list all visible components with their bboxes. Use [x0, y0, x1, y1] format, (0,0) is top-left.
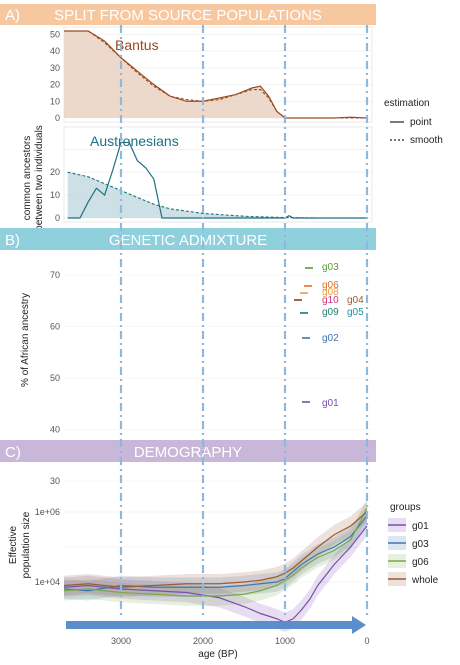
admixture-label-g05: g05 — [347, 307, 364, 318]
time-arrow — [66, 616, 366, 634]
austronesians-y-tick: 20 — [50, 167, 60, 177]
legend-label-g01: g01 — [412, 521, 429, 532]
x-axis-ticks: 3000 2000 1000 0 — [111, 636, 370, 646]
panel-c-ylabel-line2: population size — [21, 511, 32, 578]
austronesians-area-fill — [67, 172, 367, 218]
x-axis-label: age (BP) — [198, 649, 237, 660]
panel-a-label: A) — [5, 7, 20, 24]
legend-smooth-label: smooth — [410, 135, 443, 146]
panel-b-banner — [0, 228, 376, 250]
bantus-label: Bantus — [115, 37, 159, 53]
admixture-label-g08: g08 — [322, 287, 339, 298]
bantus-series — [64, 30, 368, 119]
panel-c-label: C) — [5, 444, 21, 461]
line-g01 — [63, 525, 368, 623]
panel-a-banner — [0, 4, 376, 25]
demography-y-tick: 1e+04 — [35, 577, 60, 587]
bantus-smooth-line — [64, 30, 367, 119]
admixture-y-tick: 40 — [50, 425, 60, 435]
admixture-label-g02: g02 — [322, 333, 339, 344]
demography-y-ticks: 1e+06 1e+04 — [35, 507, 60, 587]
admixture-label-g03: g03 — [322, 262, 339, 273]
demography-series — [63, 508, 368, 623]
legend-label-whole: whole — [411, 575, 439, 586]
bantus-y-tick: 10 — [50, 96, 60, 106]
time-arrow-shape — [66, 616, 366, 634]
admixture-y-tick: 50 — [50, 373, 60, 383]
panel-c-ylabel-line1: Effective — [8, 525, 19, 564]
legend-label-g03: g03 — [412, 539, 429, 550]
groups-legend: groups g01 g03 g06 whole — [388, 502, 439, 586]
bantus-y-tick: 20 — [50, 80, 60, 90]
x-tick: 2000 — [193, 636, 213, 646]
austronesians-y-ticks: 20 10 0 — [50, 167, 60, 223]
austronesians-label: Austronesians — [90, 133, 179, 149]
admixture-grid — [64, 274, 372, 482]
demography-confidence-bands — [64, 498, 367, 633]
admixture-y-tick: 70 — [50, 270, 60, 280]
estimation-legend-title: estimation — [384, 98, 430, 109]
admixture-label-g04: g04 — [347, 295, 364, 306]
x-tick: 1000 — [275, 636, 295, 646]
bantus-y-tick: 40 — [50, 46, 60, 56]
admixture-label-g06: g06 — [322, 280, 339, 291]
line-whole — [63, 511, 368, 588]
panel-a-ylabel-line1: common ancestors — [22, 136, 33, 220]
austronesians-y-tick: 0 — [55, 213, 60, 223]
panel-a-title: SPLIT FROM SOURCE POPULATIONS — [54, 7, 322, 24]
admixture-y-tick: 60 — [50, 322, 60, 332]
legend-point-label: point — [410, 117, 432, 128]
bantus-y-tick: 30 — [50, 63, 60, 73]
demography-y-tick: 1e+06 — [35, 507, 60, 517]
line-g06 — [63, 508, 368, 597]
panel-a-ylabel-line2: between two individuals — [34, 125, 45, 231]
estimation-legend: estimation point smooth — [384, 98, 443, 146]
legend-label-g06: g06 — [412, 557, 429, 568]
panel-b-label: B) — [5, 232, 20, 249]
austronesians-point-line — [67, 141, 367, 219]
bantus-area-fill — [64, 31, 367, 118]
bantus-y-tick: 50 — [50, 29, 60, 39]
bantus-y-tick: 0 — [55, 113, 60, 123]
panel-b-title: GENETIC ADMIXTURE — [109, 232, 267, 249]
austronesians-y-tick: 10 — [50, 190, 60, 200]
panel-c-title: DEMOGRAPHY — [134, 444, 242, 461]
admixture-y-tick: 30 — [50, 476, 60, 486]
bantus-y-ticks: 50 40 30 20 10 0 — [50, 29, 60, 123]
admixture-label-g10: g10 — [322, 295, 339, 306]
panel-b-ylabel: % of African ancestry — [20, 293, 31, 387]
band-g06 — [64, 498, 367, 606]
admixture-y-ticks: 70 60 50 40 30 — [50, 270, 60, 486]
admixture-label-g01: g01 — [322, 398, 339, 409]
x-tick: 0 — [364, 636, 369, 646]
x-tick: 3000 — [111, 636, 131, 646]
groups-legend-title: groups — [390, 502, 421, 513]
admixture-label-g09: g09 — [322, 307, 339, 318]
panel-c-banner — [0, 440, 376, 462]
